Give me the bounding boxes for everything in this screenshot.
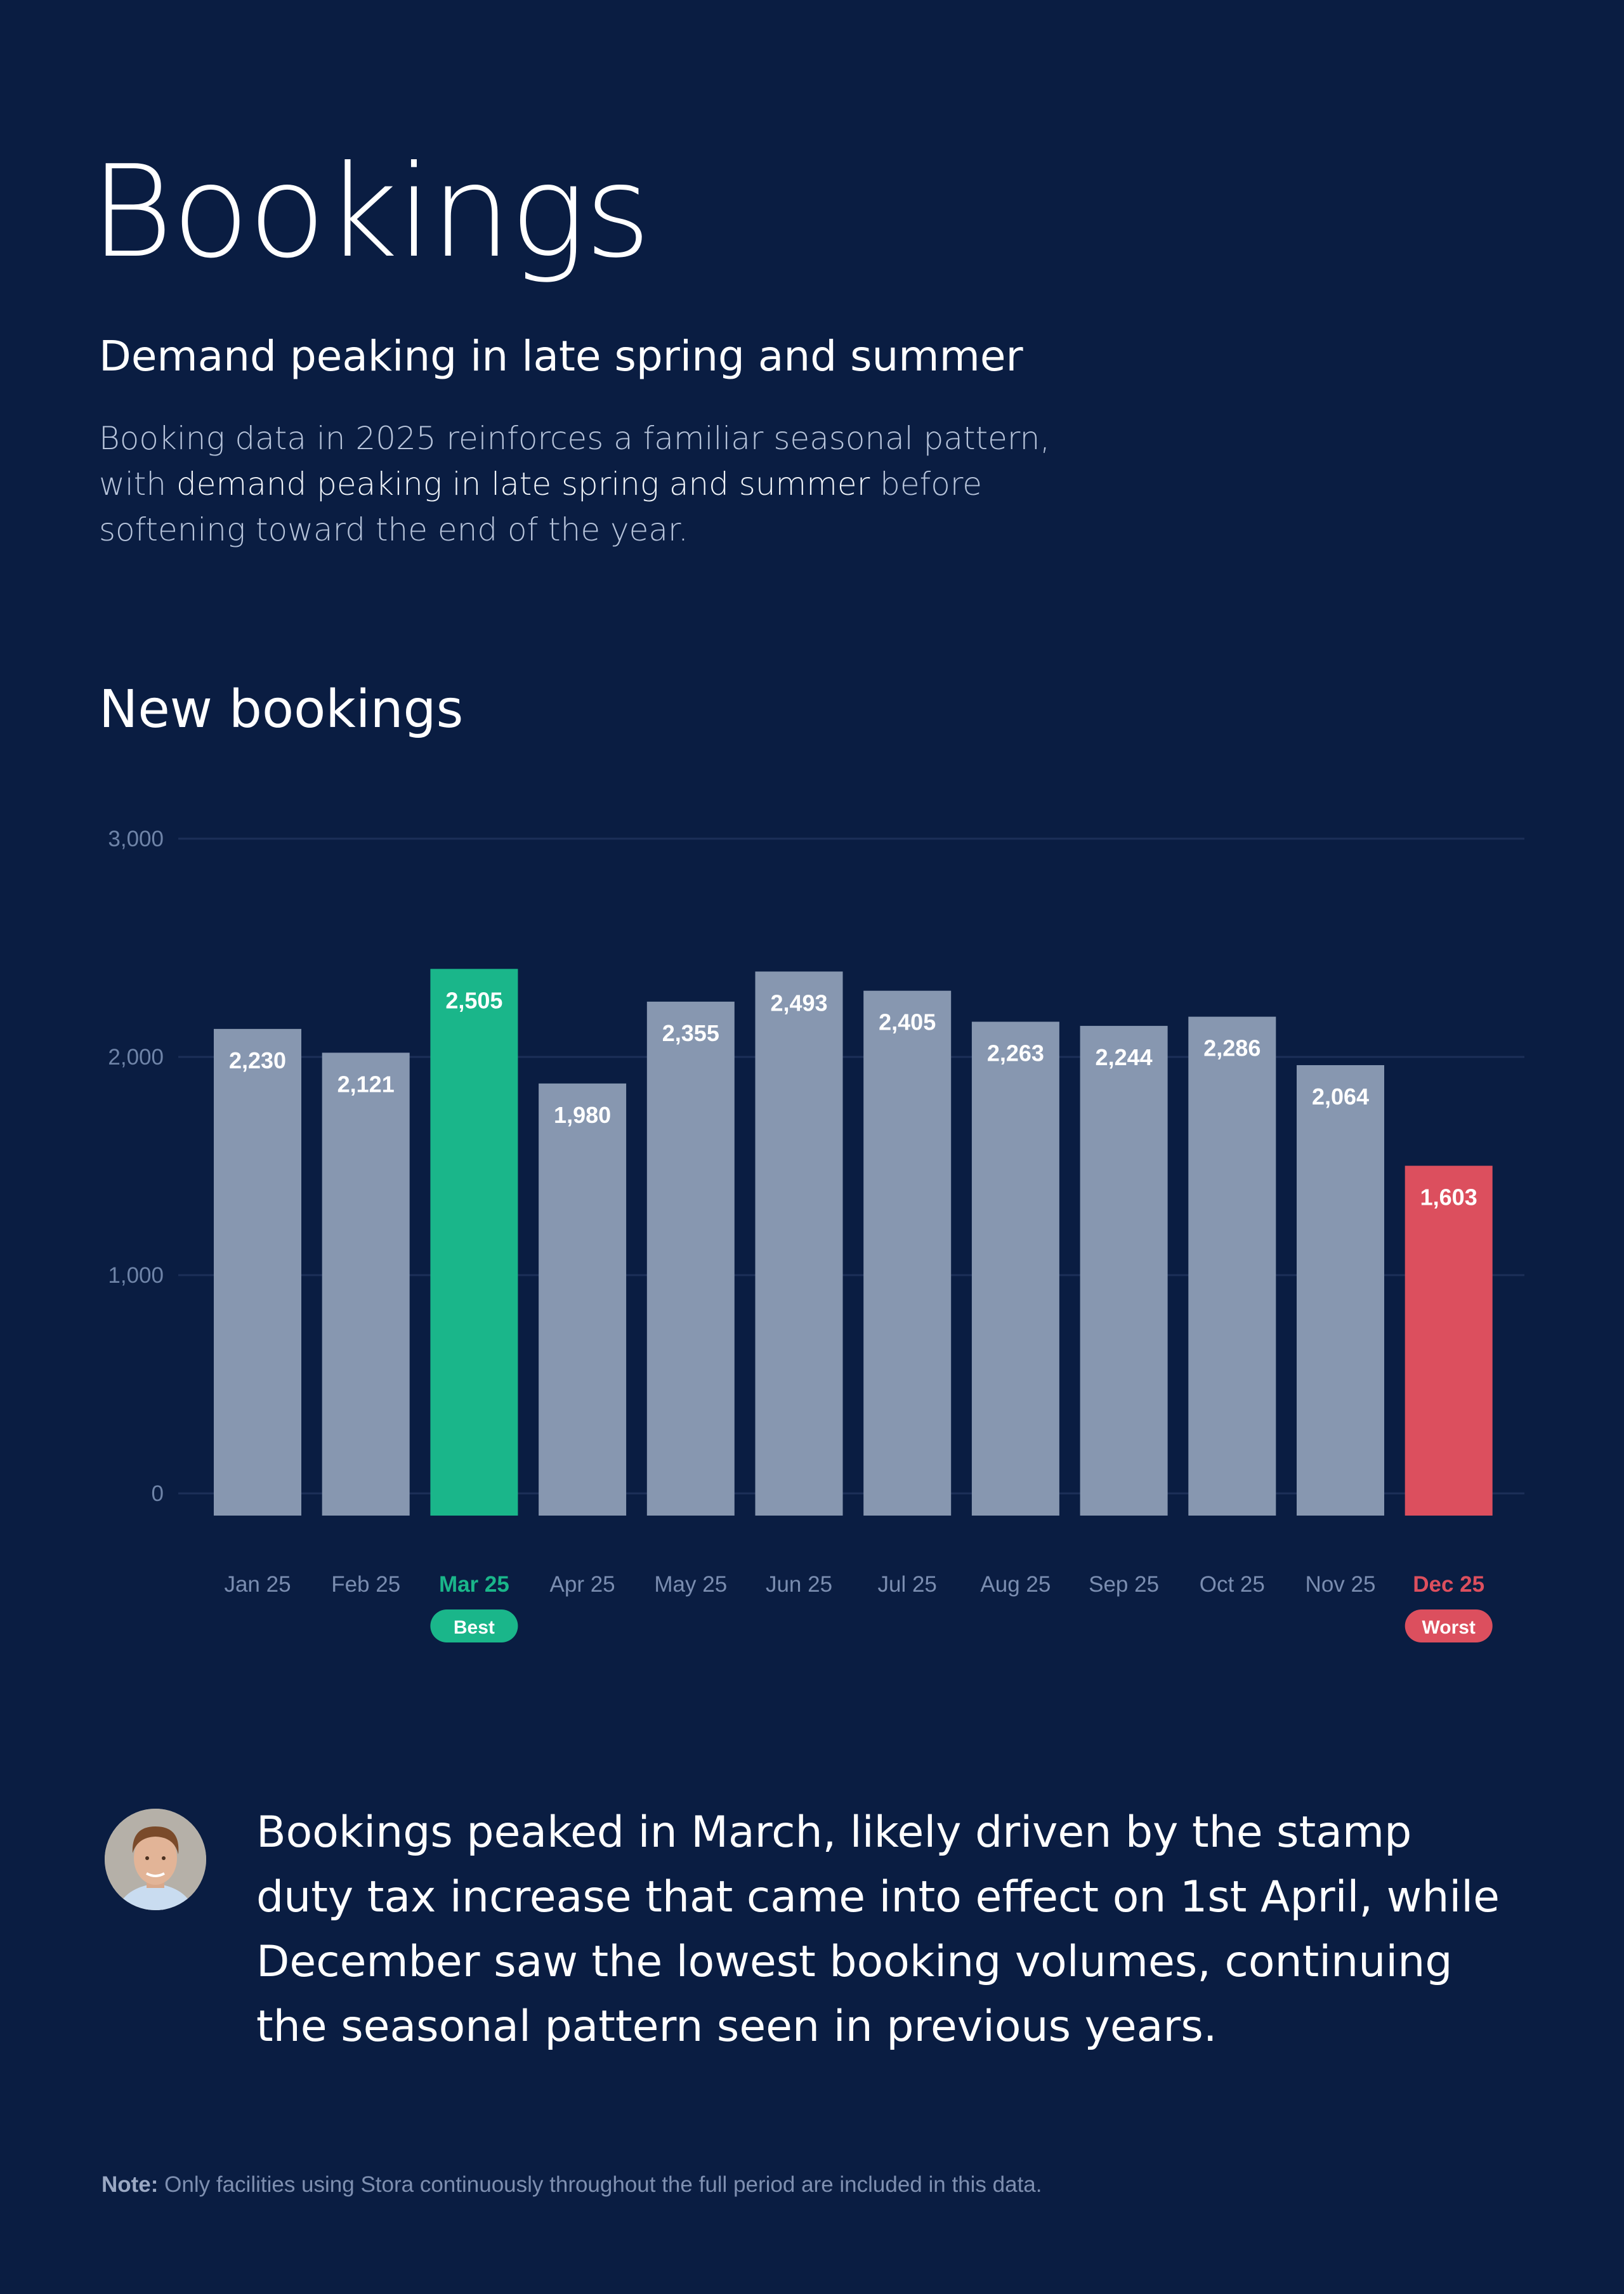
bar-value-label: 2,244 (1096, 1044, 1153, 1070)
worst-badge (1405, 1609, 1493, 1642)
bar-aug-25 (971, 1021, 1059, 1516)
worst-badge-label: Worst (1422, 1617, 1475, 1638)
bar-value-label: 2,505 (445, 987, 502, 1013)
y-tick-label: 3,000 (108, 827, 164, 851)
bar-value-label: 2,121 (337, 1071, 395, 1097)
x-tick-label: Feb 25 (331, 1572, 400, 1597)
bar-value-label: 2,064 (1312, 1084, 1369, 1110)
bar-oct-25 (1188, 1016, 1276, 1516)
bar-value-label: 2,355 (662, 1020, 719, 1046)
bar-nov-25 (1297, 1065, 1384, 1516)
x-tick-label: Dec 25 (1413, 1572, 1484, 1597)
bar-feb-25 (322, 1052, 410, 1516)
bar-may-25 (646, 1001, 735, 1516)
page-title: Bookings (90, 138, 651, 286)
bar-value-label: 2,230 (229, 1047, 286, 1073)
y-tick-label: 1,000 (108, 1263, 164, 1288)
x-tick-label: Jan 25 (224, 1572, 291, 1597)
y-tick-label: 0 (152, 1481, 164, 1506)
bar-mar-25 (430, 969, 518, 1516)
intro-paragraph: Booking data in 2025 reinforces a famili… (99, 416, 1089, 553)
bar-value-label: 1,980 (554, 1102, 611, 1128)
note-label: Note: (102, 2172, 159, 2197)
best-badge (430, 1609, 518, 1642)
bar-jun-25 (755, 971, 843, 1516)
x-tick-label: Apr 25 (550, 1572, 615, 1597)
bar-value-label: 2,405 (879, 1009, 936, 1035)
bar-value-label: 1,603 (1420, 1184, 1477, 1210)
x-tick-label: Jul 25 (877, 1572, 936, 1597)
avatar (105, 1809, 206, 1910)
page-subtitle: Demand peaking in late spring and summer (99, 332, 1023, 381)
x-tick-label: May 25 (654, 1572, 727, 1597)
x-tick-label: Jun 25 (766, 1572, 832, 1597)
bar-apr-25 (539, 1083, 627, 1516)
bar-chart: 0 1,000 2,000 3,000 2,230 Jan 25 2,121 Feb 25 2,… (108, 827, 1524, 1642)
bar-sep-25 (1080, 1026, 1168, 1516)
chart-title: New bookings (99, 679, 464, 740)
bar-jan-25 (214, 1028, 301, 1516)
intro-text: Booking data in 2025 reinforces a famili… (99, 420, 1051, 502)
bar-value-label: 2,286 (1203, 1035, 1261, 1061)
quote-text: Bookings peaked in March, likely driven … (256, 1807, 1500, 2052)
x-tick-label: Oct 25 (1200, 1572, 1265, 1597)
x-tick-label: Aug 25 (980, 1572, 1051, 1597)
x-tick-label: Mar 25 (439, 1572, 509, 1597)
bar-value-label: 2,493 (770, 990, 827, 1016)
note-text: Only facilities using Stora continuously… (158, 2172, 1042, 2197)
x-tick-label: Sep 25 (1089, 1572, 1159, 1597)
bar-jul-25 (863, 990, 952, 1516)
bar-dec-25 (1405, 1165, 1493, 1516)
footnote: Note: Only facilities using Stora contin… (102, 2172, 1042, 2198)
intro-highlight: demand peaking in late spring and summer (176, 466, 870, 502)
best-badge-label: Best (454, 1617, 495, 1638)
y-tick-label: 2,000 (108, 1045, 164, 1070)
bar-value-label: 2,263 (987, 1040, 1044, 1066)
intro-text: before softening toward the end of the y… (99, 466, 983, 548)
x-tick-label: Nov 25 (1306, 1572, 1376, 1597)
